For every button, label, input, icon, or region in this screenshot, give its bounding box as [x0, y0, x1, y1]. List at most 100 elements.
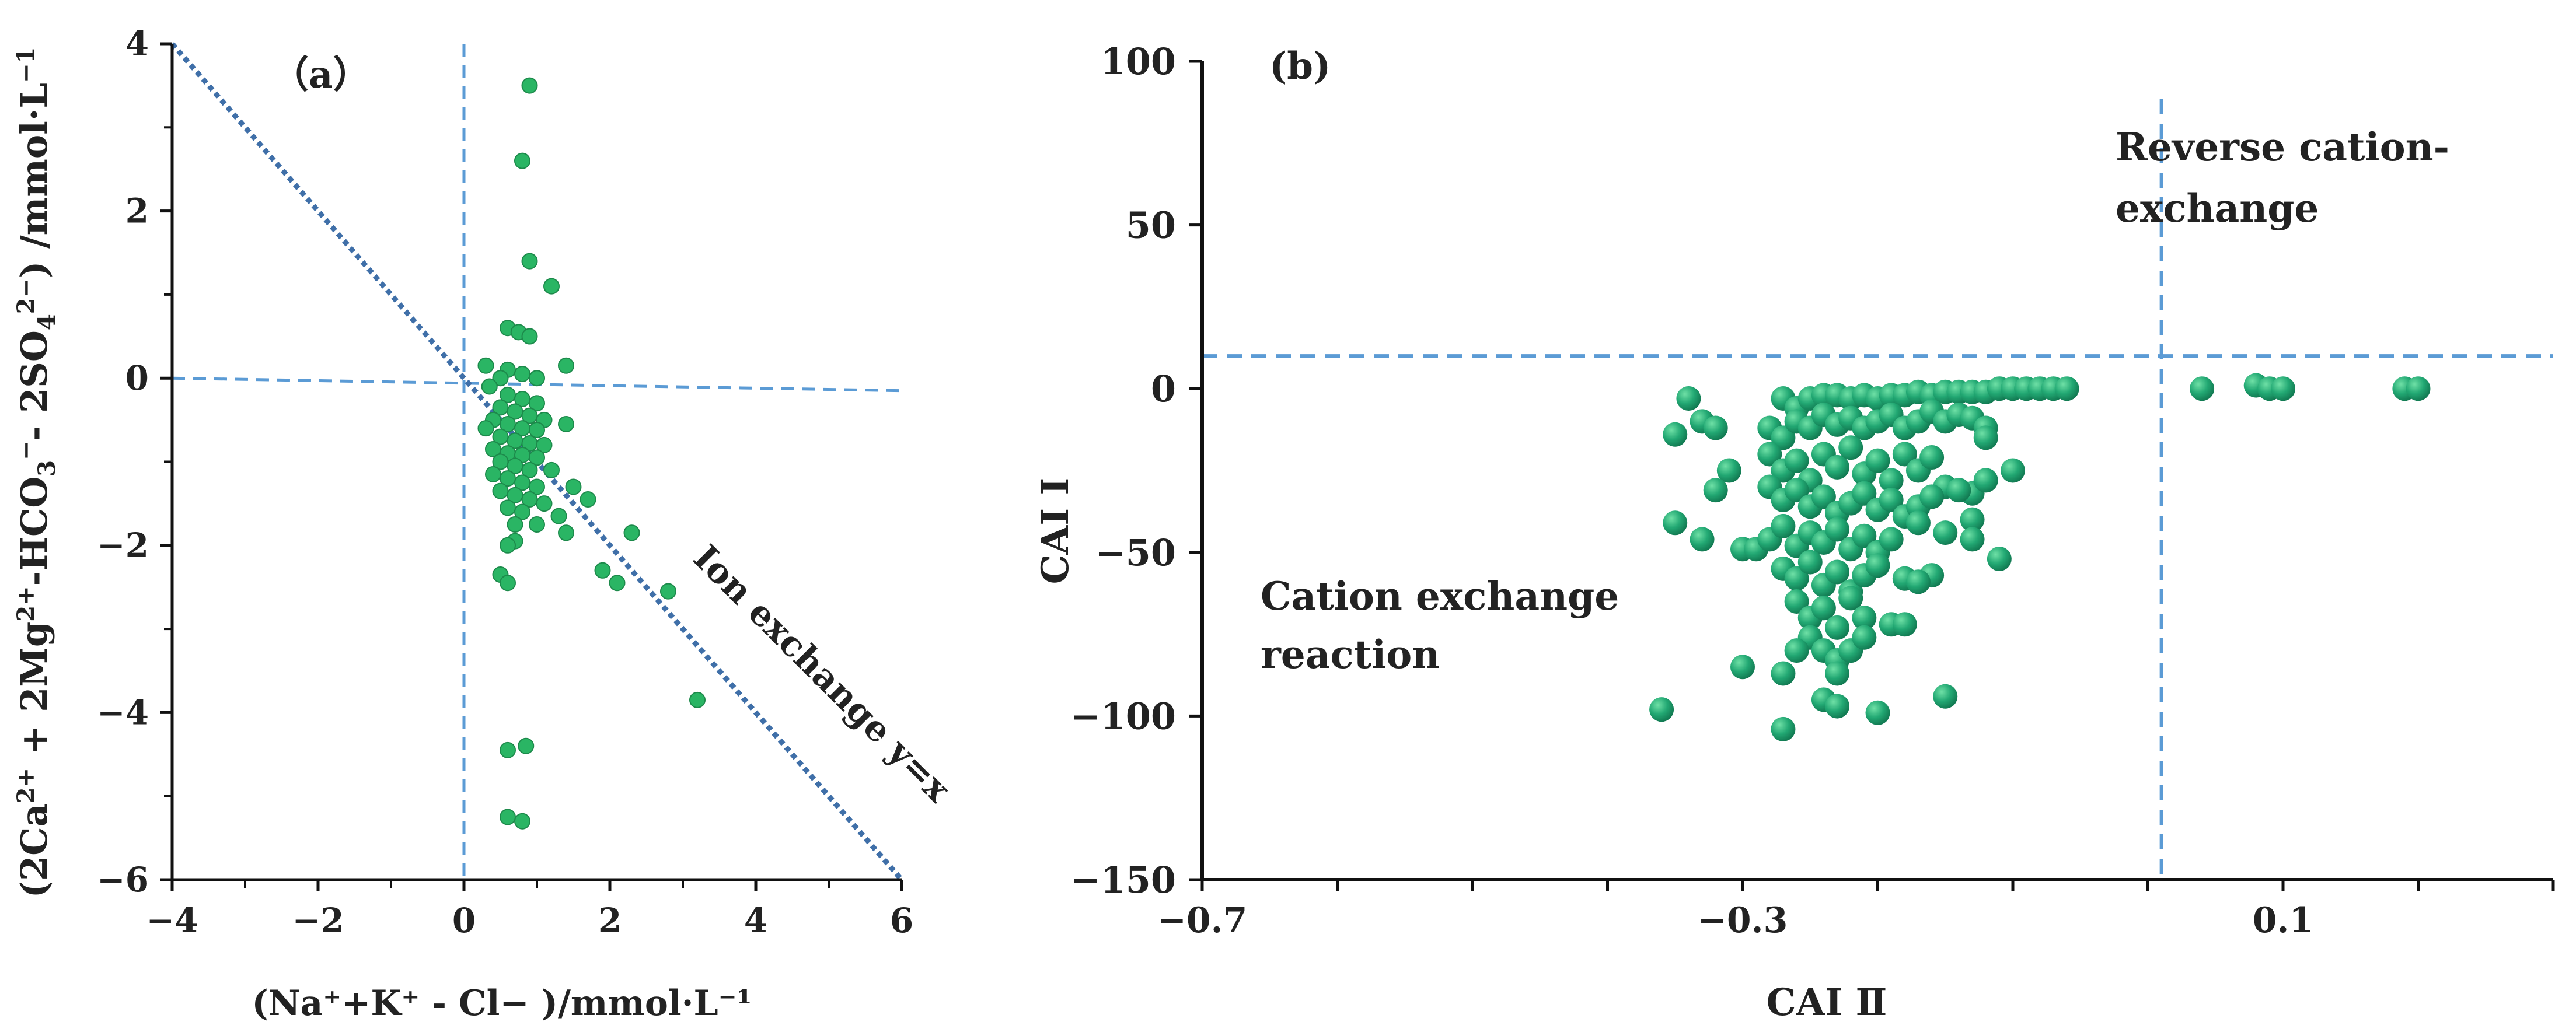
- data-point: [521, 328, 538, 345]
- data-point: [1973, 468, 1998, 493]
- data-point: [1865, 553, 1890, 578]
- data-point: [477, 420, 494, 437]
- panel-b: −0.7 −0.3 0.1 −150 −100 −50 0 50 100 (b) Reverse…: [1034, 40, 2555, 1024]
- data-point: [1716, 458, 1741, 483]
- data-point: [558, 416, 574, 433]
- data-point: [1892, 612, 1917, 637]
- data-point: [521, 461, 538, 478]
- data-point: [609, 575, 626, 592]
- data-point: [1905, 569, 1931, 594]
- data-point: [514, 813, 530, 830]
- data-point: [1784, 589, 1809, 614]
- y-axis-label-part: -HCO: [13, 477, 55, 586]
- y-tick-label: −50: [1095, 531, 1176, 574]
- y-axis-label-part: 2+: [12, 768, 40, 803]
- data-point: [1797, 550, 1823, 575]
- data-point: [500, 809, 516, 825]
- data-point: [1703, 415, 1728, 440]
- data-point: [1852, 625, 1877, 650]
- data-point: [536, 436, 553, 453]
- y-tick-label: 50: [1126, 204, 1176, 247]
- data-point: [1973, 425, 1998, 450]
- data-point: [594, 562, 611, 579]
- data-point: [500, 575, 516, 592]
- data-point: [1852, 481, 1877, 506]
- data-point: [481, 378, 498, 395]
- data-point: [529, 449, 545, 466]
- axes: [1189, 60, 2555, 891]
- data-point: [1838, 586, 1863, 611]
- data-point: [1771, 716, 1796, 741]
- data-point: [1703, 478, 1728, 503]
- data-point: [1784, 638, 1809, 663]
- y-axis-label-part: (2Ca: [13, 803, 55, 898]
- data-point: [1730, 655, 1755, 680]
- data-point: [529, 422, 545, 439]
- data-point: [2271, 376, 2295, 401]
- data-point: [550, 508, 567, 524]
- y-axis-label-part: −1: [12, 47, 40, 83]
- data-point: [2190, 376, 2215, 401]
- data-point: [1825, 694, 1850, 719]
- data-point: [1825, 517, 1850, 542]
- scatter-points: [1649, 373, 2431, 741]
- data-point: [2054, 376, 2079, 401]
- data-point: [1892, 442, 1917, 467]
- data-point: [1784, 566, 1809, 591]
- x-tick-label: 2: [598, 901, 622, 940]
- y-axis-label-part: 2−: [12, 278, 40, 314]
- data-point: [565, 478, 582, 495]
- y-tick-label: 0: [125, 358, 149, 398]
- data-point: [529, 370, 545, 387]
- data-point: [1905, 510, 1931, 536]
- data-point: [1933, 520, 1958, 545]
- scatter-points: [477, 77, 706, 830]
- y-tick-label: 4: [125, 24, 149, 64]
- data-point: [1757, 442, 1782, 467]
- y-axis-label: (2Ca2+ + 2Mg2+-HCO3−- 2SO42−) /mmol·L−1: [12, 47, 61, 898]
- data-point: [1771, 425, 1796, 450]
- tick-labels: −0.7 −0.3 0.1 −150 −100 −50 0 50 100: [1070, 40, 2314, 941]
- x-tick-label: 6: [890, 901, 913, 940]
- reverse-cation-annotation-line2: exchange: [2116, 186, 2319, 231]
- data-point: [1852, 523, 1877, 548]
- data-point: [485, 466, 501, 482]
- data-point: [1771, 661, 1796, 686]
- data-point: [580, 491, 596, 508]
- data-point: [1919, 445, 1945, 470]
- y-axis-label-part: + 2Mg: [13, 622, 55, 768]
- y-tick-label: −100: [1070, 695, 1176, 737]
- data-point: [514, 503, 530, 520]
- y-tick-label: −150: [1070, 859, 1176, 901]
- data-point: [477, 357, 494, 374]
- x-tick-label: −0.3: [1698, 900, 1788, 941]
- data-point: [1825, 559, 1850, 585]
- data-point: [529, 478, 545, 495]
- x-axis-label: (Na⁺+K⁺ - Cl− )/mmol·L⁻¹: [252, 983, 752, 1024]
- y-axis-label-part: 3: [33, 460, 61, 477]
- data-point: [543, 278, 560, 295]
- y-tick-label: 2: [125, 191, 149, 231]
- data-point: [660, 583, 676, 600]
- y-axis-label-part: - 2SO: [13, 330, 55, 440]
- data-point: [1676, 386, 1701, 411]
- data-point: [623, 524, 640, 541]
- data-point: [518, 737, 535, 754]
- panel-a-title: （a）: [271, 53, 370, 97]
- data-point: [514, 152, 530, 169]
- data-point: [2406, 376, 2431, 401]
- reference-lines: [1202, 99, 2553, 880]
- data-point: [1825, 661, 1850, 686]
- x-tick-label: 0.1: [2253, 900, 2313, 941]
- data-point: [492, 370, 509, 387]
- y-tick-label: 100: [1101, 40, 1176, 83]
- data-point: [492, 482, 509, 499]
- data-point: [1811, 596, 1836, 621]
- data-point: [543, 461, 560, 478]
- y-tick-label: −6: [97, 860, 149, 900]
- data-point: [1960, 507, 1985, 532]
- x-axis-label: CAI Ⅱ: [1767, 981, 1887, 1024]
- data-point: [2001, 458, 2025, 483]
